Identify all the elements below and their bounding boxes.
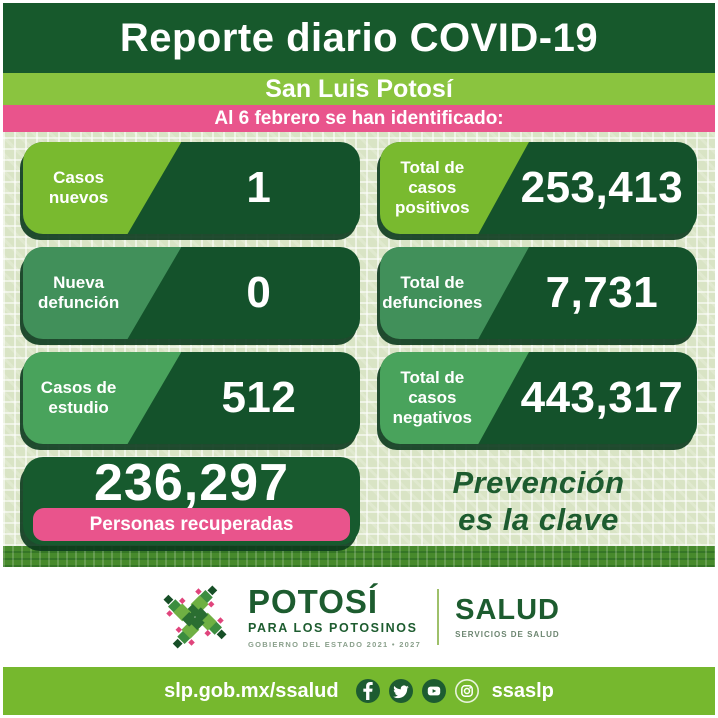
salud-wordmark: SALUD xyxy=(455,593,560,626)
stat-card-total-positivos: 253,413 Total de casos positivos xyxy=(380,142,697,234)
instagram-icon xyxy=(454,679,479,703)
header-band: Reporte diario COVID-19 xyxy=(3,3,715,73)
logo-divider xyxy=(437,589,440,645)
salud-logo-block: SALUD SERVICIOS DE SALUD xyxy=(455,593,560,639)
slogan-box: Prevención es la clave xyxy=(380,457,697,545)
twitter-icon xyxy=(388,679,413,703)
salud-tagline: SERVICIOS DE SALUD xyxy=(455,629,560,639)
potosi-tagline: PARA LOS POTOSINOS xyxy=(247,621,418,635)
pattern-strip xyxy=(3,546,715,567)
gobierno-line: GOBIERNO DEL ESTADO 2021 • 2027 xyxy=(247,640,422,649)
stat-value: 0 xyxy=(246,268,272,317)
state-name: San Luis Potosí xyxy=(265,74,453,103)
youtube-icon xyxy=(421,679,446,703)
stat-card-casos-nuevos: 1 Casos nuevos xyxy=(23,142,360,234)
stat-card-total-defunciones: 7,731 Total de defunciones xyxy=(380,247,697,339)
footer-logos: POTOSÍ PARA LOS POTOSINOS GOBIERNO DEL E… xyxy=(3,567,715,667)
website-url: slp.gob.mx/ssalud xyxy=(164,679,339,702)
social-handle: ssaslp xyxy=(491,679,554,702)
stats-area: 1 Casos nuevos 253,413 Total de casos po… xyxy=(3,132,715,546)
recovered-card: 236,297 Personas recuperadas xyxy=(23,454,360,545)
stat-value: 7,731 xyxy=(545,268,659,317)
date-line: Al 6 febrero se han identificado: xyxy=(214,107,504,129)
stat-card-casos-estudio: 512 Casos de estudio xyxy=(23,352,360,444)
potosi-logo-block: POTOSÍ PARA LOS POTOSINOS GOBIERNO DEL E… xyxy=(248,585,421,649)
recovered-value: 236,297 xyxy=(94,454,289,512)
stat-value: 1 xyxy=(246,163,272,212)
facebook-icon xyxy=(355,679,380,703)
contact-bar: slp.gob.mx/ssalud ssaslp xyxy=(3,667,715,715)
page-title: Reporte diario COVID-19 xyxy=(119,15,599,60)
stat-card-nueva-defuncion: 0 Nueva defunción xyxy=(23,247,360,339)
potosi-emblem-icon xyxy=(163,585,227,649)
recovered-ribbon: Personas recuperadas xyxy=(33,508,350,541)
stat-value: 512 xyxy=(221,373,297,422)
subtitle-band: San Luis Potosí xyxy=(3,73,715,105)
stat-value: 253,413 xyxy=(520,163,684,212)
potosi-wordmark: POTOSÍ xyxy=(247,583,379,620)
stat-card-total-negativos: 443,317 Total de casos negativos xyxy=(380,352,697,444)
date-band: Al 6 febrero se han identificado: xyxy=(3,105,715,132)
slogan-text: Prevención es la clave xyxy=(452,464,625,537)
stat-value: 443,317 xyxy=(520,373,684,422)
